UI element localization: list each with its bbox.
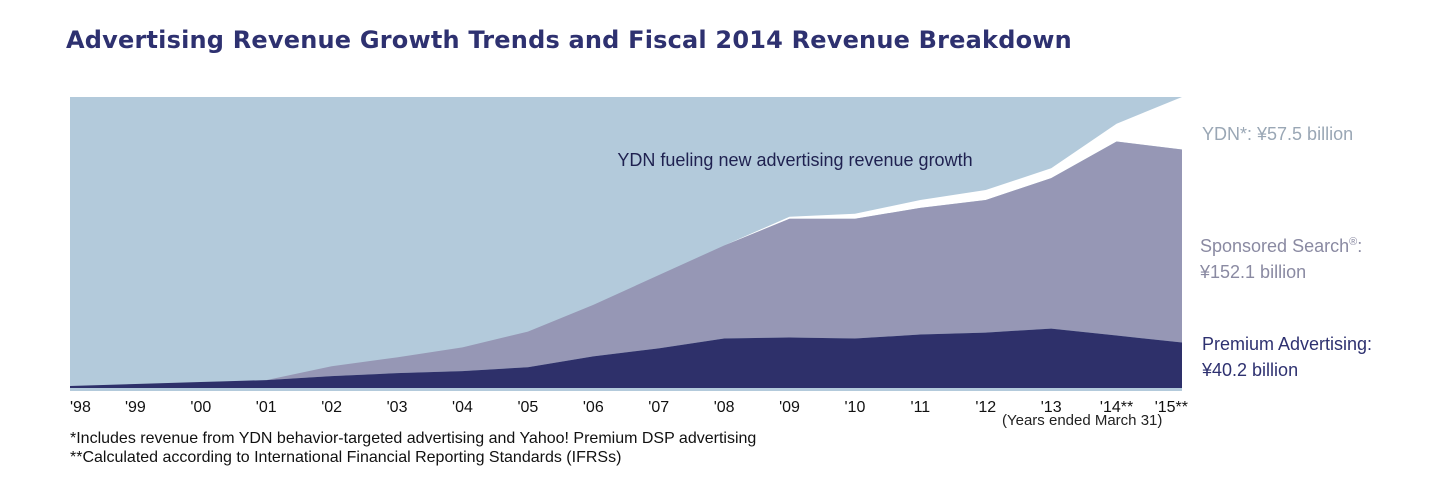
footnote-1: *Includes revenue from YDN behavior-targ… xyxy=(70,430,757,447)
x-tick-label: '14** xyxy=(1100,399,1133,416)
x-tick-label: '13 xyxy=(1041,399,1062,416)
legend-premium-advertising: Premium Advertising: ¥40.2 billion xyxy=(1202,331,1372,383)
years-note: (Years ended March 31) xyxy=(1002,412,1163,429)
area-series-group xyxy=(70,97,1182,388)
x-tick-label: '09 xyxy=(779,399,800,416)
x-tick-label: '98 xyxy=(70,399,91,416)
x-tick-label: '01 xyxy=(256,399,277,416)
legend-premium-advertising-label: Premium Advertising: xyxy=(1202,334,1373,354)
legend-ydn-text: YDN*: ¥57.5 billion xyxy=(1202,124,1354,144)
area-premium-advertising xyxy=(70,328,1182,388)
legend-sponsored-colon: : xyxy=(1357,236,1363,256)
x-tick-label: '02 xyxy=(321,399,342,416)
x-tick-label: '08 xyxy=(714,399,735,416)
area-sponsored-search xyxy=(70,141,1182,387)
x-tick-label: '04 xyxy=(452,399,473,416)
legend-sponsored-search: Sponsored Search®: ¥152.1 billion xyxy=(1200,229,1362,285)
x-axis-tick-labels: '98 '99 '00 '01 '02 '03 '04 '05 '06 '07 '08 '09 '10 '… xyxy=(70,399,1188,416)
chart-annotation: YDN fueling new advertising revenue grow… xyxy=(617,150,972,170)
x-tick-label: '05 xyxy=(517,399,538,416)
x-tick-label: '00 xyxy=(190,399,211,416)
legend-sponsored-search-label: Sponsored Search xyxy=(1200,236,1350,256)
chart-title: Advertising Revenue Growth Trends and Fi… xyxy=(66,26,1072,54)
x-tick-label: '99 xyxy=(125,399,146,416)
x-tick-label: '06 xyxy=(583,399,604,416)
x-tick-label: '03 xyxy=(387,399,408,416)
x-tick-label: '11 xyxy=(911,399,931,416)
x-tick-label: '15** xyxy=(1155,399,1188,416)
x-tick-label: '07 xyxy=(648,399,669,416)
x-tick-label: '10 xyxy=(845,399,866,416)
legend-sponsored-search-value: ¥152.1 billion xyxy=(1200,262,1307,282)
legend-ydn: YDN*: ¥57.5 billion xyxy=(1202,121,1353,147)
x-tick-label: '12 xyxy=(975,399,996,416)
legend-premium-advertising-value: ¥40.2 billion xyxy=(1202,360,1299,380)
registered-mark: ® xyxy=(1349,236,1358,248)
footnote-2: **Calculated according to International … xyxy=(70,449,622,466)
